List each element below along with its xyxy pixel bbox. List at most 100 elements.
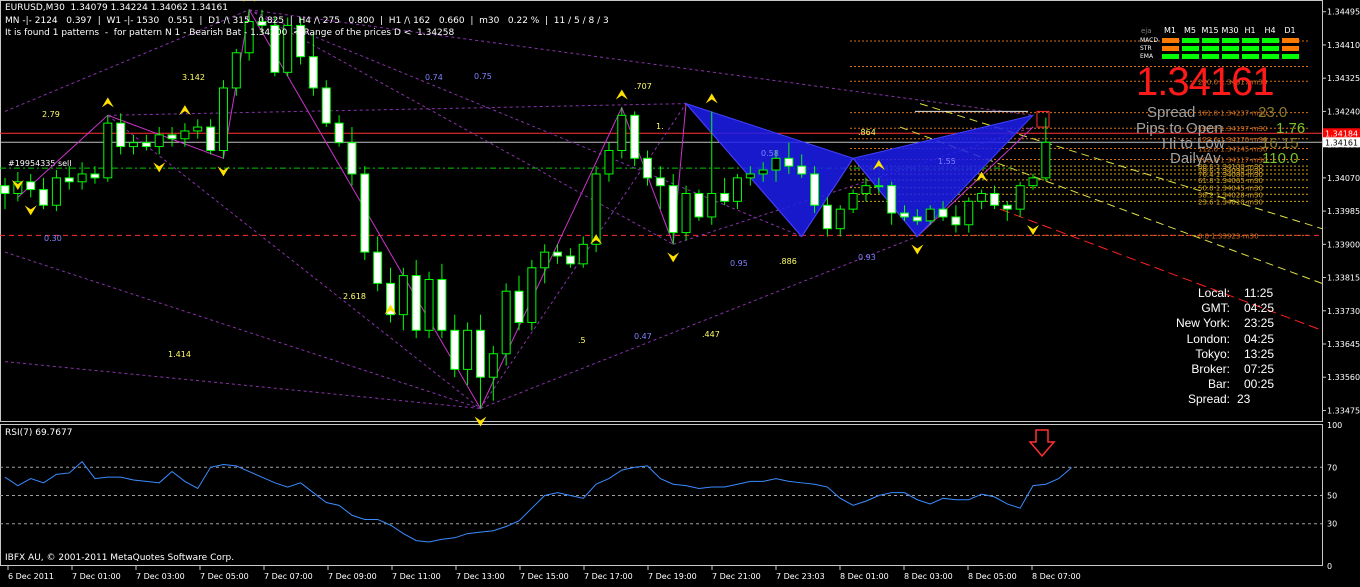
fib-ratio-label: 1. [656,122,664,131]
time-axis-label: 7 Dec 05:00 [200,572,249,581]
tf-header-m5: M5 [1184,26,1196,35]
price-axis-label: 1.34410 [1327,41,1360,50]
candle [283,24,293,73]
fib-ratio-label: 2.618 [343,292,366,301]
candle [861,185,871,194]
candle [244,20,254,54]
time-value: 23 [1237,392,1251,407]
candle [900,212,909,218]
fib-level-label: 112.0 1.34145-m30 [1198,146,1267,154]
time-label: Spread: [1187,392,1230,407]
current-price-label: 1.34161 [1325,138,1358,147]
fib-ratio-label: 3.142 [182,73,205,82]
candle [565,255,575,265]
symbol-header: EURUSD,M30 1.34079 1.34224 1.34062 1.341… [5,3,229,13]
candle [912,216,922,222]
fib-ratio-label: .5 [578,336,586,345]
tf-signal-cell [1202,38,1219,43]
candle [103,122,113,179]
pattern-dashed-line [107,103,687,116]
candle [887,185,897,214]
fractal-down-arrow-icon [11,179,24,190]
tf-panel-label: eja [1141,27,1152,35]
fractal-up-arrow-icon [975,171,988,182]
price-axis-label: 1.33900 [1327,240,1360,249]
time-axis-label: 7 Dec 15:00 [520,572,569,581]
time-axis-label: 7 Dec 07:00 [264,572,313,581]
current-price-marker [1323,137,1360,148]
tf-signal-cell [1182,46,1199,51]
time-axis-label: 8 Dec 01:00 [840,572,889,581]
candle [591,173,601,245]
fib-ratio-label: 0.47 [634,332,652,341]
fib-level-label: 76.4 1.34080-m30 [1198,171,1263,179]
price-axis-label: 1.34070 [1327,174,1360,183]
time-axis-label: 7 Dec 17:00 [584,572,633,581]
price-axis-label: 1.33645 [1327,340,1360,349]
fib-ratio-label: .864 [858,128,876,137]
candle [1002,204,1012,210]
fib-ratio-label: 0.95 [730,259,748,268]
candle [604,149,614,175]
time-label: GMT: [1201,301,1230,316]
price-axis-label: 1.33475 [1327,406,1360,415]
price-axis-label: 1.34240 [1327,107,1360,116]
candle [463,329,473,370]
tf-header-m15: M15 [1201,26,1219,35]
fib-level-label: 161.8 1.34237-m30 [1198,110,1267,118]
fractal-down-arrow-icon [667,252,680,263]
pattern-dashed-line [480,236,918,409]
tf-signal-cell [1262,38,1279,43]
pattern-found-line: It is found 1 patterns - for pattern N 1… [5,28,455,38]
rsi-axis-label: 30 [1327,520,1337,529]
daily-av-label: DailyAv [1170,150,1221,167]
candle [77,173,87,183]
fib-ratio-label: 1.55 [938,157,956,166]
time-label: New York: [1175,316,1230,331]
candle [334,122,344,144]
pattern-dashed-line [480,103,687,409]
candle [167,134,177,140]
candle [707,192,717,218]
candle [668,185,678,234]
candle [39,189,49,206]
bat-pattern-triangle-2 [852,114,1035,238]
fib-ratio-label: .707 [634,82,652,91]
candle [540,251,550,269]
tf-signal-cell [1222,54,1239,59]
tf-signal-cell [1282,38,1299,43]
timeframe-strength-line: MN -|- 2124 0.397 | W1 -|- 1530 0.551 | … [5,16,609,26]
time-axis-label: 8 Dec 07:00 [1032,572,1081,581]
candle [874,185,884,188]
tf-signal-cell [1262,46,1279,51]
fractal-down-arrow-icon [153,162,166,173]
candle [206,126,216,151]
candle [989,192,999,206]
time-value: 11:25 [1244,286,1274,300]
candle [925,208,935,222]
candle [437,278,447,331]
fib-level-label: 78.6 1.34090-m30 [1198,167,1263,175]
hi-to-low-value: 16.15 [1261,135,1299,152]
red-level-marker [1323,128,1360,139]
price-axis-label: 1.33560 [1327,373,1360,382]
candle [488,353,498,378]
candle [797,165,807,175]
tf-signal-cell [1162,38,1179,43]
tf-signal-cell [1282,54,1299,59]
tf-header-h1: H1 [1244,26,1256,35]
tf-header-m30: M30 [1221,26,1239,35]
spread-label: Spread [1147,104,1196,121]
candle [835,208,845,230]
candle [51,177,61,206]
hi-to-low-label: Hi to Low [1162,135,1225,152]
candle [270,24,280,73]
price-axis-label: 1.33985 [1327,207,1360,216]
candle [771,157,781,171]
candle [643,157,652,179]
tf-signal-cell [1182,54,1199,59]
fib-level-label: 61.8 1.34065-m30 [1198,177,1263,185]
fib-ratio-label: 0.93 [858,253,876,262]
